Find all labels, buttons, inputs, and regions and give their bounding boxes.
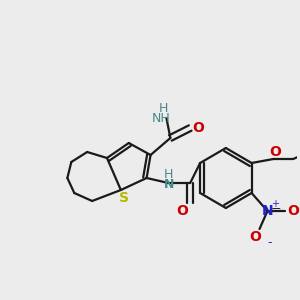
Text: H: H xyxy=(164,169,173,182)
Text: O: O xyxy=(269,145,281,159)
Text: O: O xyxy=(192,121,204,135)
Text: -: - xyxy=(267,236,272,250)
Text: +: + xyxy=(272,199,279,209)
Text: O: O xyxy=(176,204,188,218)
Text: O: O xyxy=(250,230,262,244)
Text: N: N xyxy=(262,204,273,218)
Text: O: O xyxy=(287,204,299,218)
Text: S: S xyxy=(119,191,129,205)
Text: N: N xyxy=(164,178,175,191)
Text: =: = xyxy=(271,205,282,218)
Text: NH: NH xyxy=(152,112,171,125)
Text: H: H xyxy=(159,101,168,115)
